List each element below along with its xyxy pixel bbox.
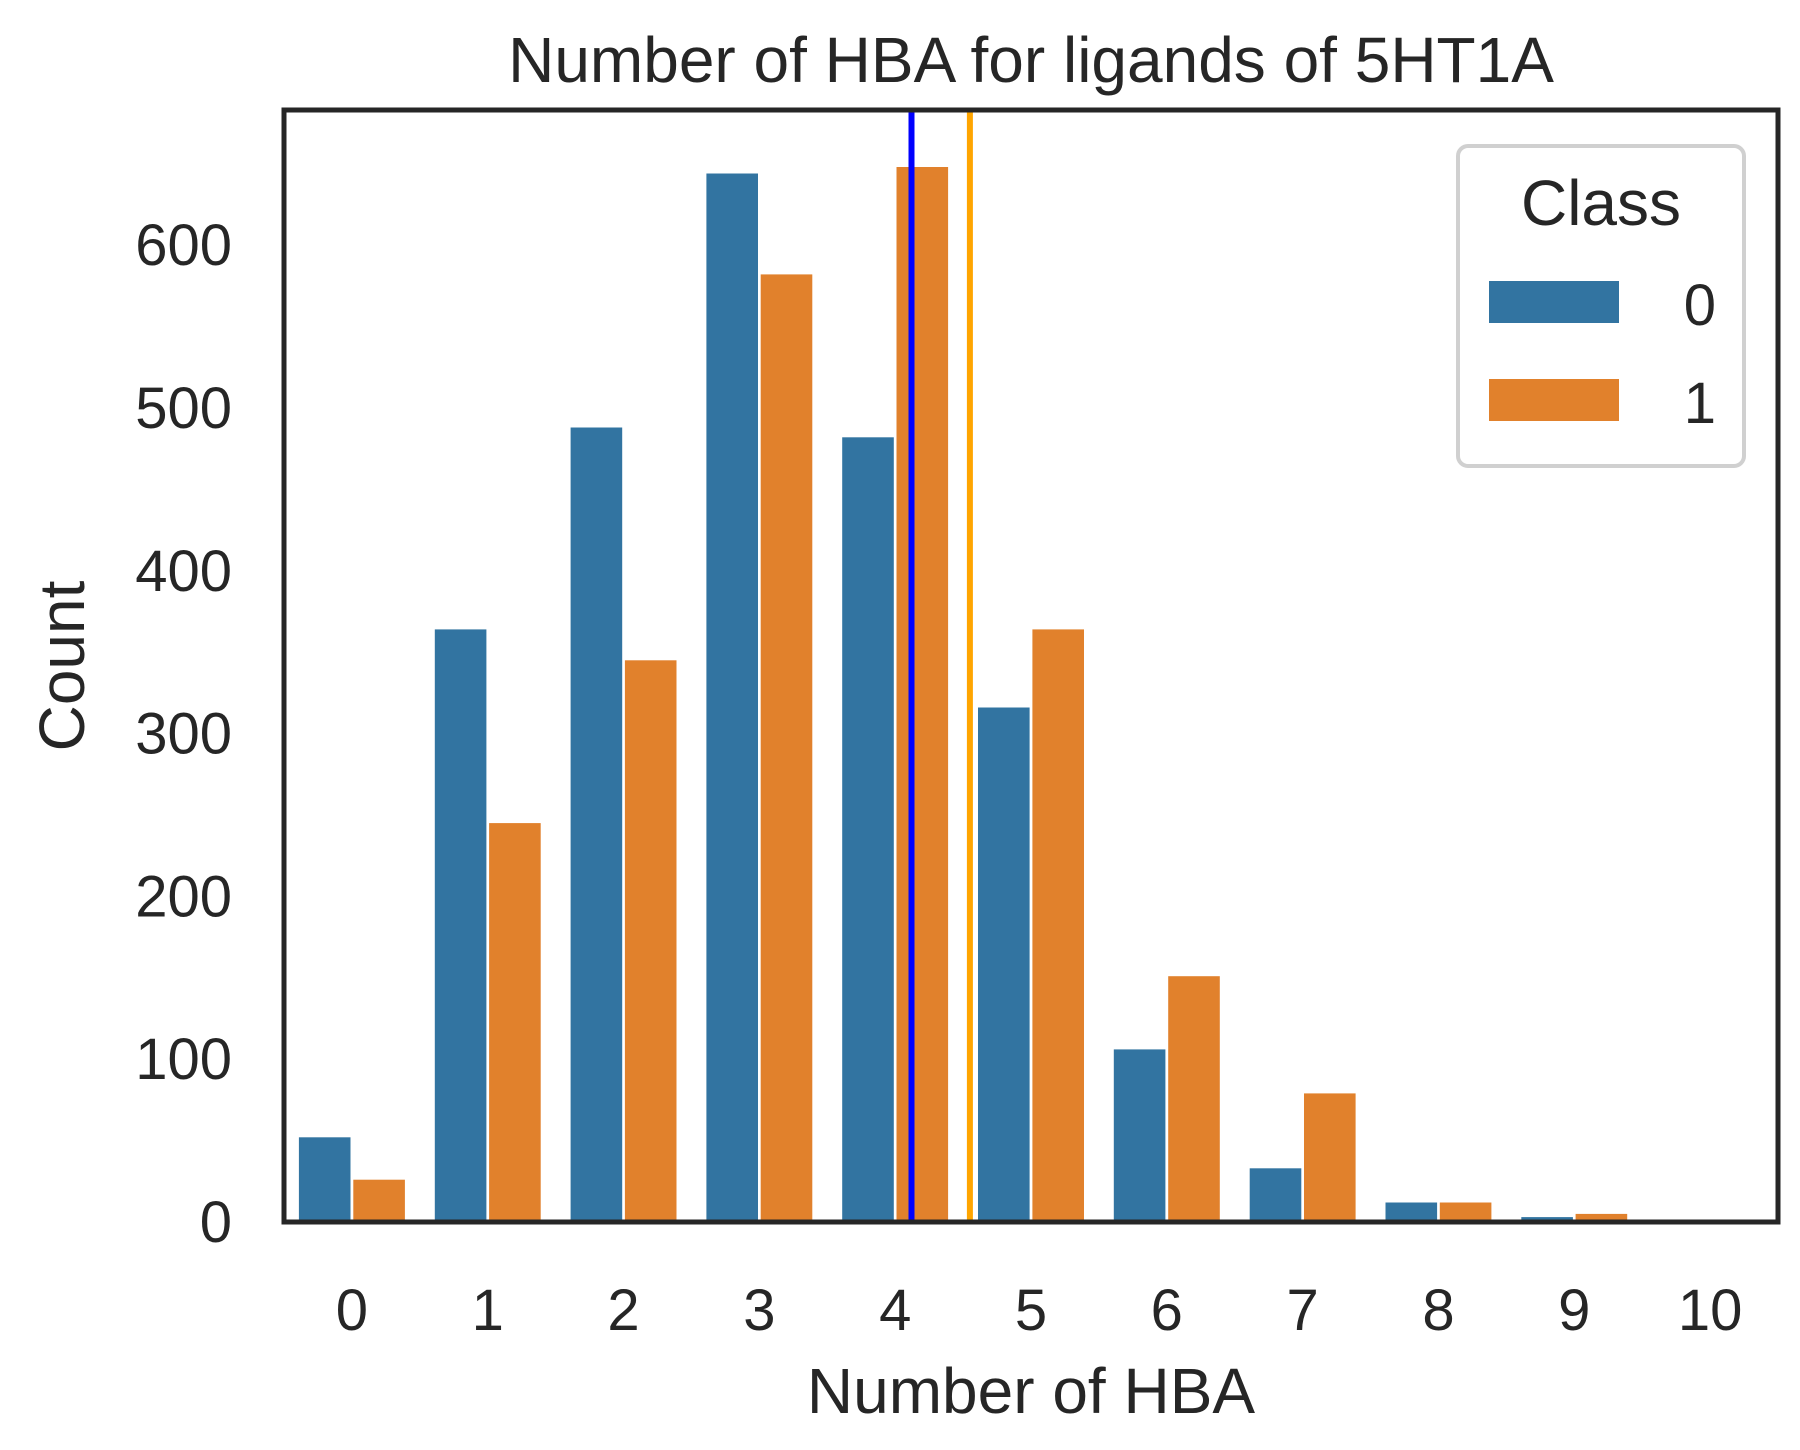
y-tick-label-300: 300 — [135, 702, 232, 767]
y-tick-label-200: 200 — [135, 864, 232, 929]
x-tick-label-7: 7 — [1286, 1278, 1318, 1343]
legend: Class 0 1 — [1456, 144, 1746, 468]
bar-1-class-1 — [489, 823, 541, 1222]
legend-label-class-0: 0 — [1684, 273, 1716, 338]
y-tick-label-100: 100 — [135, 1027, 232, 1092]
bar-5-class-0 — [978, 707, 1030, 1222]
y-tick-label-500: 500 — [135, 376, 232, 441]
x-tick-label-0: 0 — [336, 1278, 368, 1343]
bar-8-class-1 — [1439, 1202, 1492, 1222]
bar-7-class-1 — [1304, 1093, 1356, 1222]
y-tick-label-600: 600 — [135, 213, 232, 278]
x-tick-label-1: 1 — [472, 1278, 504, 1343]
bar-5-class-1 — [1032, 629, 1084, 1222]
y-tick-labels: 0 100 200 300 400 500 600 — [135, 213, 232, 1255]
bar-3-class-0 — [706, 173, 758, 1222]
bar-2-class-0 — [570, 427, 623, 1222]
legend-swatch-class-1 — [1489, 379, 1619, 421]
legend-swatch-class-0 — [1489, 281, 1619, 323]
x-tick-label-3: 3 — [743, 1278, 775, 1343]
bar-3-class-1 — [760, 274, 813, 1222]
x-tick-label-2: 2 — [607, 1278, 639, 1343]
bar-8-class-0 — [1385, 1202, 1438, 1222]
mean-lines-group — [908, 110, 973, 1222]
x-tick-label-9: 9 — [1558, 1278, 1590, 1343]
x-tick-label-4: 4 — [879, 1278, 911, 1343]
bar-1-class-0 — [434, 629, 487, 1222]
x-tick-label-5: 5 — [1015, 1278, 1047, 1343]
bar-7-class-0 — [1249, 1168, 1302, 1222]
y-tick-label-0: 0 — [200, 1190, 232, 1255]
bar-0-class-0 — [298, 1137, 351, 1222]
x-tick-label-8: 8 — [1422, 1278, 1454, 1343]
x-tick-label-6: 6 — [1151, 1278, 1183, 1343]
legend-title: Class — [1521, 167, 1681, 239]
bars-group — [298, 167, 1763, 1222]
x-tick-label-10: 10 — [1678, 1278, 1743, 1343]
bar-4-class-0 — [842, 437, 894, 1222]
bar-2-class-1 — [624, 660, 677, 1222]
bar-9-class-1 — [1575, 1213, 1628, 1222]
bar-6-class-1 — [1168, 976, 1220, 1222]
y-tick-label-400: 400 — [135, 539, 232, 604]
y-axis-title: Count — [26, 580, 98, 751]
legend-label-class-1: 1 — [1684, 371, 1716, 436]
plot-frame — [281, 107, 1781, 1225]
bar-6-class-0 — [1113, 1049, 1166, 1222]
x-axis-title: Number of HBA — [807, 1355, 1255, 1427]
x-tick-labels: 0 1 2 3 4 5 6 7 8 9 10 — [336, 1278, 1743, 1343]
bar-4-class-1 — [896, 167, 949, 1222]
bar-0-class-1 — [353, 1179, 405, 1222]
chart-title: Number of HBA for ligands of 5HT1A — [508, 24, 1554, 96]
